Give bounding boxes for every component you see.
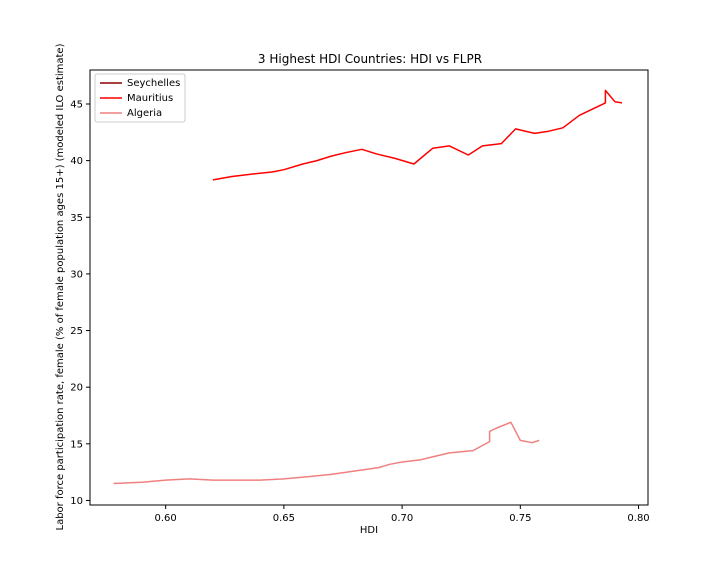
y-tick-label: 20 bbox=[70, 383, 83, 394]
y-tick-label: 10 bbox=[70, 496, 83, 507]
legend-entry-algeria: Algeria bbox=[100, 108, 162, 119]
plot-area bbox=[89, 69, 649, 506]
y-tick-label: 30 bbox=[70, 269, 83, 280]
legend-entry-seychelles: Seychelles bbox=[100, 78, 180, 89]
y-tick-label: 25 bbox=[70, 326, 83, 337]
chart-title: 3 Highest HDI Countries: HDI vs FLPR bbox=[258, 52, 482, 66]
y-axis-title: Labor force participation rate, female (… bbox=[55, 43, 66, 530]
y-axis: 10 15 20 25 30 35 40 45 bbox=[70, 99, 90, 507]
legend-box bbox=[94, 73, 186, 123]
legend-entry-mauritius: Mauritius bbox=[100, 93, 173, 104]
legend-label: Seychelles bbox=[127, 78, 180, 89]
y-tick-label: 15 bbox=[70, 439, 83, 450]
legend-label: Mauritius bbox=[127, 93, 173, 104]
series-line-mauritius bbox=[212, 89, 623, 181]
x-tick-label: 0.70 bbox=[391, 513, 413, 524]
legend: Seychelles Mauritius Algeria bbox=[94, 73, 186, 123]
x-tick-label: 0.60 bbox=[155, 513, 177, 524]
x-axis-title: HDI bbox=[360, 525, 378, 536]
x-tick-label: 0.75 bbox=[509, 513, 531, 524]
x-tick-label: 0.80 bbox=[627, 513, 649, 524]
y-tick-label: 40 bbox=[70, 156, 83, 167]
legend-label: Algeria bbox=[127, 108, 162, 119]
y-tick-label: 45 bbox=[70, 99, 83, 110]
y-tick-label: 35 bbox=[70, 213, 83, 224]
x-tick-label: 0.65 bbox=[273, 513, 295, 524]
series-layer bbox=[113, 89, 623, 485]
x-axis: 0.60 0.65 0.70 0.75 0.80 bbox=[155, 505, 650, 524]
series-line-algeria bbox=[113, 421, 540, 485]
